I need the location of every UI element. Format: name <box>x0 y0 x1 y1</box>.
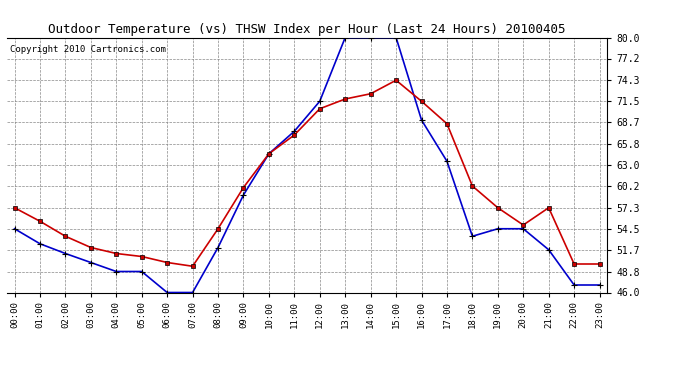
Text: Copyright 2010 Cartronics.com: Copyright 2010 Cartronics.com <box>10 45 166 54</box>
Title: Outdoor Temperature (vs) THSW Index per Hour (Last 24 Hours) 20100405: Outdoor Temperature (vs) THSW Index per … <box>48 23 566 36</box>
